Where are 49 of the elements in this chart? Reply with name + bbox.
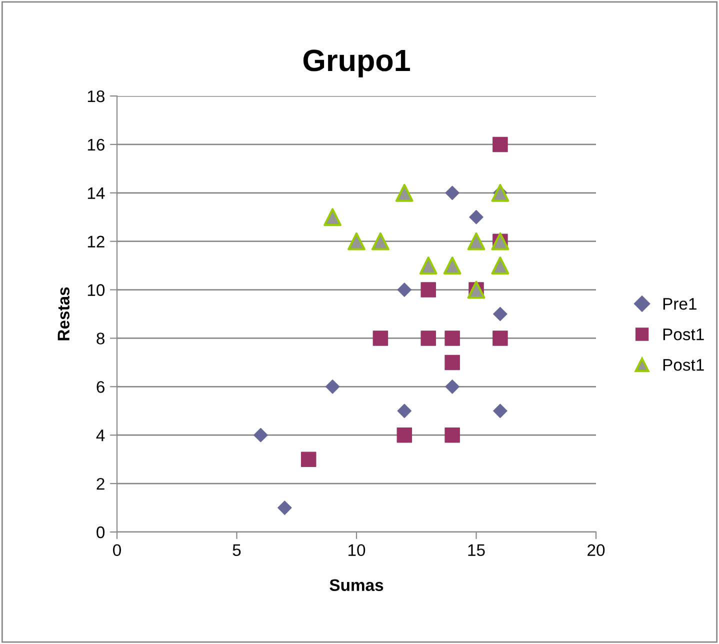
point (348, 232, 366, 250)
point (324, 208, 342, 226)
legend-label: Post1 (663, 359, 704, 371)
x-axis-title: Sumas (330, 579, 384, 592)
point (493, 404, 508, 418)
point (469, 210, 484, 224)
point (493, 306, 508, 322)
y-tick-label: 2 (96, 478, 104, 490)
point (491, 256, 510, 275)
point (277, 500, 292, 515)
y-tick-label: 18 (88, 90, 104, 102)
point (372, 330, 388, 346)
point (397, 404, 412, 418)
y-tick-label: 4 (96, 430, 105, 442)
x-tick-label: 5 (232, 544, 241, 556)
y-axis-title: Restas (58, 287, 70, 340)
legend-label: Pre1 (663, 298, 696, 310)
x-tick-label: 20 (588, 544, 605, 556)
point (445, 380, 460, 394)
legend-label: Post1 (663, 328, 704, 340)
point (443, 256, 462, 275)
point (254, 428, 268, 442)
y-tick-label: 8 (96, 332, 104, 344)
x-tick-label: 15 (468, 544, 485, 556)
point (492, 330, 508, 346)
x-tick-label: 0 (113, 544, 121, 556)
x-tick-label: 10 (348, 544, 366, 556)
point (371, 232, 390, 250)
y-tick-label: 12 (88, 236, 104, 248)
point (396, 427, 412, 443)
point (395, 184, 414, 202)
chart-title: Grupo1 (303, 50, 410, 78)
point (325, 380, 340, 394)
point (444, 354, 460, 370)
y-tick-label: 6 (96, 381, 104, 393)
y-tick-label: 14 (88, 187, 105, 199)
point (492, 136, 508, 152)
point (397, 282, 412, 297)
point (444, 427, 460, 443)
point (420, 330, 436, 346)
point (420, 282, 436, 298)
point (445, 186, 460, 200)
point (444, 330, 460, 346)
y-tick-label: 0 (96, 526, 105, 538)
y-tick-label: 10 (88, 284, 105, 296)
point (300, 452, 316, 467)
y-tick-label: 16 (88, 138, 104, 151)
point (467, 232, 486, 250)
point (419, 256, 438, 275)
